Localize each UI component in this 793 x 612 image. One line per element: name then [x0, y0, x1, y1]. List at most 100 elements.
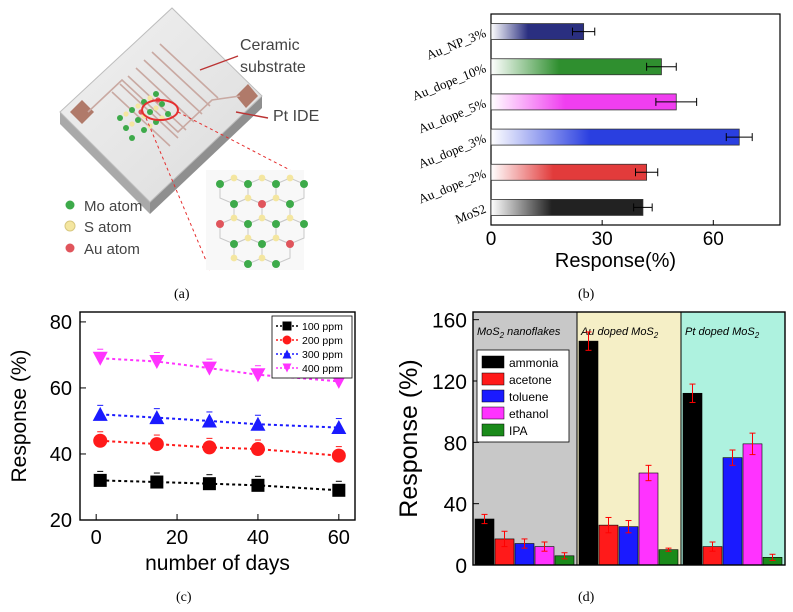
legend-swatch-ammonia [481, 355, 505, 369]
pt-ide-label: Pt IDE [273, 108, 319, 125]
panel-b-bar-chart: MoS2 Au_dope_2% Au_dope_3% Au_dope_5% Au_dop… [395, 0, 793, 290]
y-tick-label: 80 [50, 312, 72, 334]
y-tick-label: 20 [50, 510, 72, 532]
zoom-atoms [216, 174, 308, 268]
x-tick-label: 30 [592, 229, 613, 250]
legend-marker-100 ppm [282, 321, 292, 331]
legend-label-100 ppm: 100 ppm [302, 321, 343, 333]
y-tick-label: 120 [432, 371, 467, 394]
legend-marker-300 ppm [282, 349, 292, 359]
mos2-film [117, 91, 171, 141]
legend-label-toluene: toluene [509, 390, 549, 404]
point-200 ppm-28 [202, 440, 217, 455]
point-100 ppm-1 [93, 473, 107, 487]
x-axis-label: number of days [145, 552, 290, 575]
legend-marker-200 ppm [282, 335, 292, 345]
bar-toluene-group-2 [722, 457, 743, 566]
bar-MoS2 [490, 199, 644, 216]
caption-b: (b) [578, 287, 595, 302]
legend-label-acetone: acetone [509, 373, 552, 387]
panel-d-grouped-bar-chart: MoS2 nanoflakes Au doped MoS2 Pt doped MoS… [395, 300, 793, 585]
point-100 ppm-15 [150, 475, 164, 489]
point-400 ppm-28 [201, 361, 217, 376]
point-400 ppm-1 [92, 351, 108, 366]
legend-label-ammonia: ammonia [509, 356, 559, 370]
ceramic-pointer [199, 55, 239, 71]
point-300 ppm-40 [250, 416, 266, 431]
chart-d-svg: MoS2 nanoflakes Au doped MoS2 Pt doped MoS… [395, 310, 786, 578]
legend-label-400 ppm: 400 ppm [302, 363, 343, 375]
point-400 ppm-40 [250, 368, 266, 383]
au-atom-swatch [65, 243, 75, 253]
group-label-1: Au doped MoS2 [580, 326, 659, 340]
au-atom-label: Au atom [84, 241, 140, 258]
point-100 ppm-60 [332, 483, 346, 497]
bar-ammonia-group-0 [474, 518, 495, 566]
bar-Au_dope_3% [490, 128, 740, 146]
caption-c: (c) [176, 590, 192, 605]
x-tick-label: 20 [166, 527, 188, 549]
y-tick-label: 40 [444, 494, 467, 517]
point-100 ppm-40 [251, 478, 265, 492]
x-tick-label: 40 [247, 527, 269, 549]
highlight-ellipse [141, 99, 179, 121]
group-label-subscript: 2 [754, 331, 760, 340]
panel-a-schematic: Ceramic substrate Pt IDE Mo atom S atom … [0, 0, 395, 290]
bar-IPA-group-1 [658, 549, 679, 566]
group-label-subscript: 2 [653, 331, 659, 340]
bar-ethanol-group-1 [638, 472, 659, 566]
ceramic-label-2: substrate [240, 59, 306, 76]
legend-swatch-IPA [481, 423, 505, 437]
schematic-svg: Ceramic substrate Pt IDE Mo atom S atom … [59, 7, 319, 271]
x-tick-label: 60 [328, 527, 350, 549]
s-atom-swatch [64, 220, 76, 232]
atom-legend: Mo atom S atom Au atom [64, 198, 142, 258]
point-200 ppm-60 [331, 448, 346, 463]
category-label-Au_dope_3%: Au_dope_3% [416, 131, 488, 172]
y-tick-label: 0 [455, 555, 467, 578]
bar-ammonia-group-2 [682, 392, 703, 566]
series-line-100 ppm [100, 479, 339, 492]
point-300 ppm-15 [149, 410, 165, 425]
x-tick-label: 0 [91, 527, 102, 549]
y-tick-label: 60 [50, 378, 72, 400]
group-label-main: Pt doped MoS [685, 326, 755, 338]
bar-Au_dope_5% [490, 93, 677, 111]
category-label-Au_NP_3%: Au_NP_3% [424, 25, 488, 63]
y-tick-label: 160 [432, 310, 467, 333]
ceramic-label-1: Ceramic [240, 37, 300, 54]
substrate-side-right [150, 96, 262, 214]
legend-marker-400 ppm [282, 363, 292, 373]
point-300 ppm-1 [92, 406, 108, 421]
chart-c-plot-frame [79, 311, 356, 521]
legend-label-300 ppm: 300 ppm [302, 349, 343, 361]
series-line-300 ppm [100, 413, 339, 429]
legend-swatch-toluene [481, 389, 505, 403]
group-label-suffix: nanoflakes [504, 326, 561, 338]
caption-d: (d) [578, 590, 595, 605]
point-300 ppm-60 [331, 420, 347, 435]
electrode-pad-left [70, 100, 94, 124]
bar-ammonia-group-1 [578, 340, 599, 566]
series-line-200 ppm [100, 439, 339, 457]
caption-a: (a) [174, 287, 190, 302]
bar-ethanol-group-2 [742, 443, 763, 566]
legend-label-ethanol: ethanol [509, 407, 548, 421]
point-100 ppm-28 [202, 477, 216, 491]
electrode-pad-right [236, 84, 258, 108]
mo-atom-label: Mo atom [84, 198, 142, 215]
legend-swatch-ethanol [481, 406, 505, 420]
x-axis-label: Response(%) [555, 250, 676, 272]
group-label-2: Pt doped MoS2 [685, 326, 760, 340]
point-300 ppm-28 [201, 413, 217, 428]
substrate-side-left [60, 112, 150, 214]
panel-c-line-chart: 0 20 40 60 20 40 60 80 number of days Response (%… [0, 300, 395, 585]
point-400 ppm-15 [149, 355, 165, 370]
group-label-0: MoS2 nanoflakes [477, 326, 561, 340]
mo-atom-swatch [65, 200, 75, 210]
point-200 ppm-15 [149, 437, 164, 452]
chart-b-svg: MoS2Au_dope_2%Au_dope_3%Au_dope_5%Au_dop… [410, 13, 781, 272]
group-label-main: MoS [477, 326, 500, 338]
group-label-main: Au doped MoS [580, 326, 654, 338]
point-200 ppm-40 [250, 442, 265, 457]
